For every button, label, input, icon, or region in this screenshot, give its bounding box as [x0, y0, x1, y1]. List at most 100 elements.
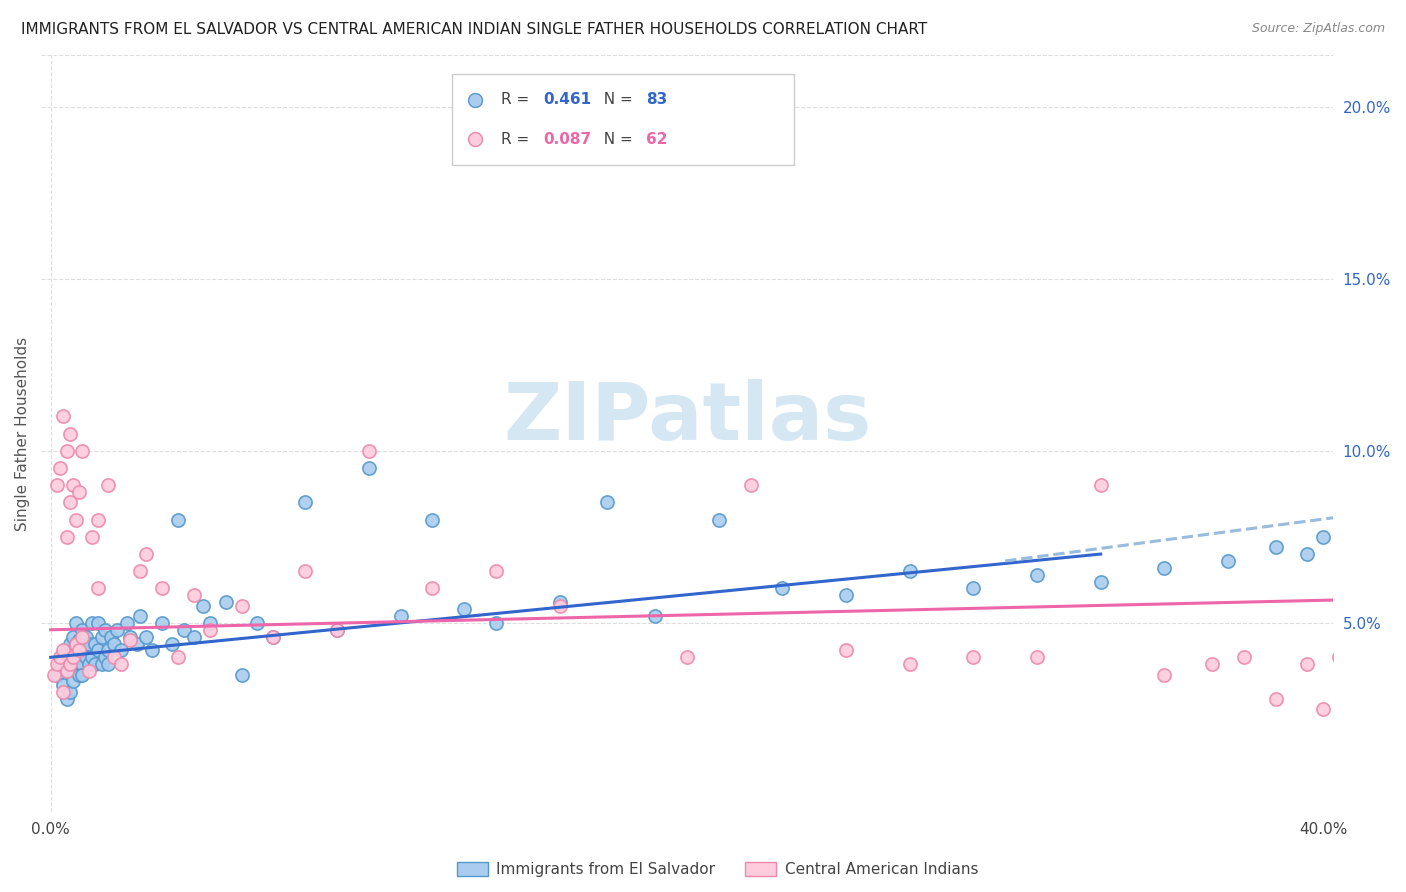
- Point: [135, 547, 157, 561]
- Point: [59, 684, 82, 698]
- Point: [55, 530, 77, 544]
- Text: R =: R =: [501, 92, 534, 107]
- Point: [120, 630, 142, 644]
- Point: [67, 667, 90, 681]
- Text: IMMIGRANTS FROM EL SALVADOR VS CENTRAL AMERICAN INDIAN SINGLE FATHER HOUSEHOLDS : IMMIGRANTS FROM EL SALVADOR VS CENTRAL A…: [21, 22, 928, 37]
- Point: [52, 684, 75, 698]
- Point: [1312, 702, 1334, 716]
- Point: [59, 636, 82, 650]
- Point: [67, 485, 90, 500]
- Point: [72, 667, 94, 681]
- Point: [898, 657, 921, 672]
- Point: [835, 588, 858, 602]
- Point: [183, 630, 205, 644]
- Point: [52, 409, 75, 424]
- Point: [1153, 667, 1175, 681]
- Point: [231, 599, 253, 613]
- Point: [1026, 567, 1049, 582]
- Point: [357, 443, 380, 458]
- Point: [422, 513, 444, 527]
- Point: [55, 643, 77, 657]
- Text: 83: 83: [645, 92, 666, 107]
- Point: [326, 623, 349, 637]
- Point: [59, 426, 82, 441]
- Point: [55, 664, 77, 678]
- Y-axis label: Single Father Households: Single Father Households: [15, 336, 30, 531]
- Point: [1201, 657, 1223, 672]
- Point: [772, 582, 794, 596]
- Point: [97, 478, 120, 492]
- Point: [167, 650, 190, 665]
- Point: [87, 513, 110, 527]
- Point: [80, 650, 103, 665]
- Point: [72, 657, 94, 672]
- Point: [1153, 561, 1175, 575]
- Point: [49, 657, 72, 672]
- Point: [65, 513, 87, 527]
- Point: [90, 630, 112, 644]
- Point: [962, 582, 984, 596]
- Text: N =: N =: [593, 132, 638, 147]
- Point: [135, 630, 157, 644]
- Point: [898, 564, 921, 578]
- Point: [84, 657, 107, 672]
- Point: [389, 609, 412, 624]
- Point: [52, 650, 75, 665]
- Point: [1026, 650, 1049, 665]
- Point: [1337, 657, 1360, 672]
- Point: [120, 633, 142, 648]
- Point: [150, 582, 173, 596]
- Point: [42, 667, 65, 681]
- Point: [93, 650, 115, 665]
- Point: [87, 643, 110, 657]
- Point: [59, 657, 82, 672]
- Point: [707, 513, 730, 527]
- Point: [246, 615, 269, 630]
- Point: [198, 615, 221, 630]
- Point: [1296, 657, 1319, 672]
- Point: [453, 602, 475, 616]
- Point: [103, 650, 125, 665]
- Point: [1216, 554, 1239, 568]
- Point: [49, 650, 72, 665]
- Point: [1090, 478, 1112, 492]
- Point: [740, 478, 762, 492]
- Point: [49, 461, 72, 475]
- Point: [84, 636, 107, 650]
- Point: [46, 478, 69, 492]
- Point: [97, 643, 120, 657]
- Point: [183, 588, 205, 602]
- Point: [62, 650, 84, 665]
- Text: 62: 62: [645, 132, 668, 147]
- Point: [46, 657, 69, 672]
- Point: [1360, 684, 1382, 698]
- Point: [100, 630, 122, 644]
- Point: [1296, 547, 1319, 561]
- Point: [72, 643, 94, 657]
- Point: [52, 643, 75, 657]
- Point: [150, 615, 173, 630]
- Point: [67, 643, 90, 657]
- FancyBboxPatch shape: [451, 74, 794, 165]
- Point: [80, 615, 103, 630]
- Point: [596, 495, 619, 509]
- Point: [65, 657, 87, 672]
- Point: [55, 664, 77, 678]
- Text: Immigrants from El Salvador: Immigrants from El Salvador: [496, 863, 716, 877]
- Point: [62, 630, 84, 644]
- Point: [46, 667, 69, 681]
- Point: [548, 595, 571, 609]
- Point: [1350, 678, 1372, 692]
- Point: [59, 495, 82, 509]
- Point: [294, 495, 316, 509]
- Point: [326, 623, 349, 637]
- Point: [62, 674, 84, 689]
- Point: [128, 564, 150, 578]
- Point: [1090, 574, 1112, 589]
- Point: [262, 630, 284, 644]
- Point: [167, 513, 190, 527]
- Point: [67, 633, 90, 648]
- Text: Source: ZipAtlas.com: Source: ZipAtlas.com: [1251, 22, 1385, 36]
- Point: [141, 643, 163, 657]
- Point: [77, 657, 100, 672]
